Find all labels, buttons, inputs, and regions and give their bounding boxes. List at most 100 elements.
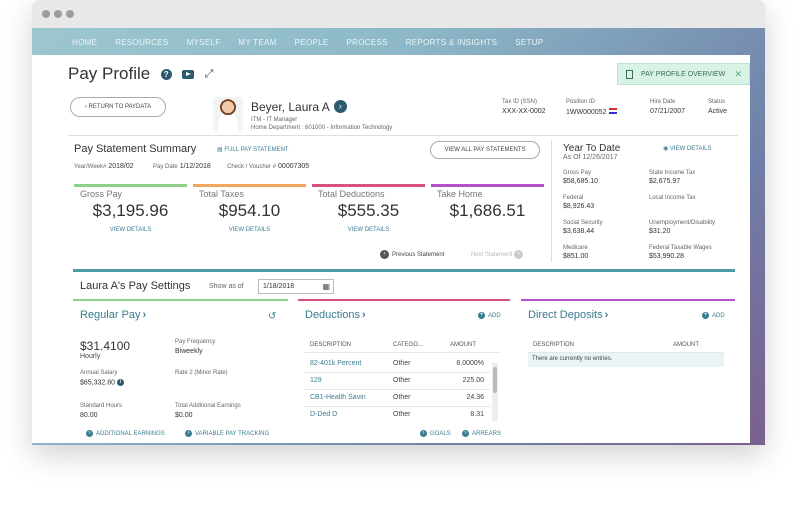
status-value: Active: [708, 108, 728, 115]
deduction-description[interactable]: 82-401k Percent: [310, 360, 362, 367]
video-icon[interactable]: [182, 69, 195, 79]
annual-salary-value: $65,332.80: [80, 379, 116, 387]
column-header[interactable]: DESCRIPTION: [310, 342, 352, 348]
deduction-category: Other: [393, 411, 411, 418]
regular-pay-title[interactable]: Regular Pay ›: [80, 309, 146, 321]
row-divider: [305, 389, 490, 390]
add-label: ADD: [488, 313, 501, 320]
deductions-scrollbar[interactable]: [492, 363, 498, 421]
card-label: Gross Pay: [80, 189, 123, 199]
show-as-of-label: Show as of: [209, 283, 244, 290]
employee-name: Beyer, Laura A: [251, 100, 330, 114]
deduction-amount: 24.36: [466, 394, 484, 401]
hire-date: Hire Date 07/21/2007: [650, 99, 685, 115]
full-pay-statement-link[interactable]: ▤ FULL PAY STATEMENT: [217, 146, 289, 153]
add-label: ADD: [712, 313, 725, 320]
ytd-label: Medicare: [563, 245, 588, 251]
view-details-link[interactable]: VIEW DETAILS: [347, 227, 390, 233]
employee-name-row: Beyer, Laura A ›: [251, 100, 347, 114]
arrow-icon: ›: [185, 430, 192, 437]
vertical-divider: [551, 140, 552, 262]
window-dot[interactable]: [42, 10, 50, 18]
history-icon[interactable]: ↺: [268, 311, 277, 322]
pay-profile-panel: [32, 55, 750, 443]
ytd-item: State Income Tax $2,675.97: [649, 170, 695, 185]
ytd-value: $8,926.43: [563, 203, 595, 210]
ytd-view-details-link[interactable]: ◉ VIEW DETAILS: [663, 145, 711, 152]
return-to-paydata-button[interactable]: ‹ RETURN TO PAYDATA: [70, 97, 166, 117]
ytd-as-of: As Of 12/26/2017: [563, 154, 618, 161]
column-header[interactable]: AMOUNT: [450, 342, 476, 348]
deduction-description[interactable]: D-Ded D: [310, 411, 338, 418]
deduction-category: Other: [393, 394, 411, 401]
direct-deposits-add-button[interactable]: + ADD: [702, 312, 725, 319]
deductions-add-button[interactable]: + ADD: [478, 312, 501, 319]
row-divider: [305, 372, 490, 373]
nav-myself[interactable]: MYSELF: [186, 37, 221, 47]
show-as-of-date-input[interactable]: 1/18/2018 ▦: [258, 279, 334, 294]
rate-2: Rate 2 (Minor Rate): [175, 370, 228, 376]
tax-id-label: Tax ID (SSN): [502, 99, 538, 105]
nav-people[interactable]: PEOPLE: [294, 37, 329, 47]
help-icon[interactable]: ?: [160, 68, 172, 80]
variable-pay-tracking-label: VARIABLE PAY TRACKING: [195, 431, 270, 438]
ytd-view-details-label: VIEW DETAILS: [669, 146, 712, 152]
close-icon[interactable]: ✕: [734, 69, 742, 79]
ytd-item: Federal $8,926.43: [563, 195, 594, 210]
ytd-label: Gross Pay: [563, 170, 592, 176]
table-divider: [528, 352, 724, 353]
nav-home[interactable]: HOME: [72, 37, 98, 47]
ytd-title: Year To Date: [563, 143, 621, 154]
avatar: [213, 97, 243, 131]
ytd-label: Social Security: [563, 220, 603, 226]
direct-deposits-accent: [521, 299, 735, 301]
full-pay-statement-label: FULL PAY STATEMENT: [224, 147, 289, 153]
additional-earnings-link[interactable]: › ADDITIONAL EARNINGS: [86, 430, 165, 437]
ytd-value: $2,675.97: [649, 178, 681, 185]
arrow-icon: ›: [420, 430, 427, 437]
status-label: Status: [708, 99, 726, 105]
deduction-amount: 8.31: [470, 411, 484, 418]
pay-profile-overview-banner[interactable]: PAY PROFILE OVERVIEW ✕: [617, 63, 750, 85]
goals-link[interactable]: › GOALS: [420, 430, 451, 437]
page-header: Pay Profile ? ⤢: [68, 64, 213, 84]
direct-deposits-label: Direct Deposits: [528, 309, 603, 321]
hire-date-value: 07/21/2007: [650, 108, 686, 115]
regular-pay-accent: [73, 299, 288, 301]
direct-deposits-title[interactable]: Direct Deposits ›: [528, 309, 608, 321]
column-header[interactable]: AMOUNT: [673, 342, 699, 348]
chevron-right-icon[interactable]: ›: [333, 100, 347, 113]
overview-label: PAY PROFILE OVERVIEW: [641, 70, 726, 78]
nav-setup[interactable]: SETUP: [515, 37, 544, 47]
arrears-link[interactable]: › ARREARS: [462, 430, 501, 437]
pay-date-label: Pay Date: [153, 164, 178, 170]
annual-salary-label: Annual Salary: [80, 370, 118, 376]
view-all-pay-statements-button[interactable]: VIEW ALL PAY STATEMENTS: [430, 141, 540, 159]
calendar-icon[interactable]: ▦: [322, 282, 330, 291]
employee-role: ITM - IT Manager: [251, 117, 298, 123]
window-dot[interactable]: [54, 10, 62, 18]
ytd-value: $851.00: [563, 253, 589, 260]
next-statement-button[interactable]: Next Statement ›: [471, 250, 526, 259]
deductions-title[interactable]: Deductions ›: [305, 309, 366, 321]
info-icon[interactable]: i: [117, 379, 124, 386]
variable-pay-tracking-link[interactable]: › VARIABLE PAY TRACKING: [185, 430, 269, 437]
check-voucher-label: Check / Voucher #: [227, 164, 277, 170]
view-details-link[interactable]: VIEW DETAILS: [109, 227, 152, 233]
column-header[interactable]: DESCRIPTION: [533, 342, 575, 348]
position-id-value-row: 1WW000052: [566, 108, 618, 116]
nav-reports[interactable]: REPORTS & INSIGHTS: [405, 37, 498, 47]
nav-my-team[interactable]: MY TEAM: [238, 37, 277, 47]
check-voucher-value: 00007305: [278, 163, 310, 170]
pay-frequency-value: Biweekly: [175, 348, 203, 355]
deduction-description[interactable]: CB1-Health Savin: [310, 394, 366, 401]
deduction-description[interactable]: 129: [310, 377, 322, 384]
expand-icon[interactable]: ⤢: [204, 67, 214, 80]
previous-statement-button[interactable]: ‹ Previous Statement: [380, 250, 444, 259]
nav-process[interactable]: PROCESS: [346, 37, 388, 47]
card-label: Take Home: [437, 189, 483, 199]
view-details-link[interactable]: VIEW DETAILS: [228, 227, 271, 233]
column-header[interactable]: CATEGO...: [393, 342, 423, 348]
nav-resources[interactable]: RESOURCES: [115, 37, 169, 47]
window-dot[interactable]: [66, 10, 74, 18]
